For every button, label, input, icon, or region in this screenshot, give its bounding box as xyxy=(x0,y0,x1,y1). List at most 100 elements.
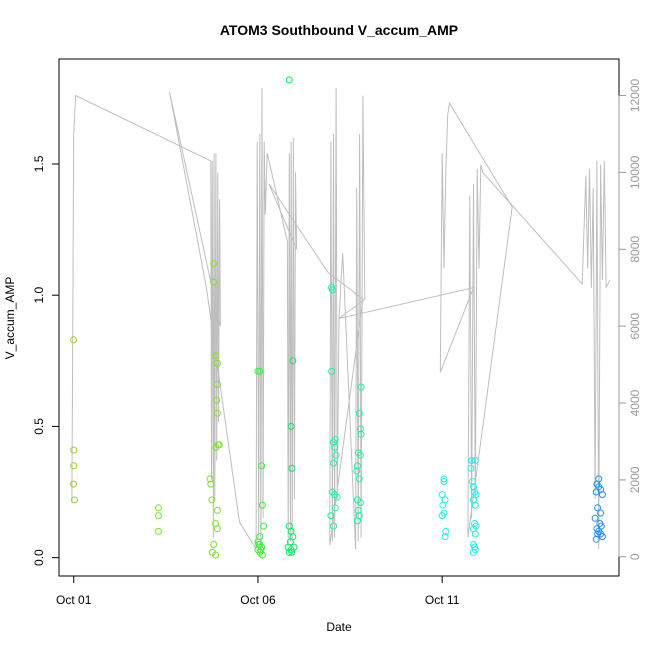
data-point xyxy=(70,480,78,488)
secondary-series-line xyxy=(71,87,611,551)
data-point xyxy=(288,464,296,472)
data-point xyxy=(471,501,479,509)
data-point xyxy=(438,512,446,520)
data-point xyxy=(598,491,606,499)
data-point xyxy=(331,504,339,512)
data-point xyxy=(70,462,78,470)
secondary-y-tick-label: 8000 xyxy=(628,236,642,263)
secondary-y-axis: 0 2000 4000 6000 8000 10000 12000 xyxy=(618,79,642,560)
data-point xyxy=(353,517,361,525)
data-point xyxy=(254,367,262,375)
data-point xyxy=(471,457,479,464)
y-tick-label: 1.0 xyxy=(32,287,46,304)
x-tick-label: Oct 11 xyxy=(425,593,460,607)
data-point xyxy=(330,522,337,530)
data-point xyxy=(213,525,221,533)
data-point xyxy=(332,451,340,459)
data-point xyxy=(333,493,341,501)
data-point xyxy=(155,512,162,520)
data-point xyxy=(258,462,266,470)
data-point xyxy=(356,425,364,433)
data-point xyxy=(439,501,447,509)
secondary-y-tick-label: 0 xyxy=(628,553,642,560)
data-point xyxy=(353,462,361,470)
data-point xyxy=(285,548,293,556)
secondary-y-tick-label: 2000 xyxy=(628,466,642,493)
data-point xyxy=(208,496,216,504)
secondary-y-tick-label: 12000 xyxy=(628,79,642,113)
data-point xyxy=(440,475,448,483)
data-point xyxy=(441,533,449,541)
x-tick-label: Oct 01 xyxy=(56,593,92,607)
secondary-y-tick-label: 4000 xyxy=(628,389,642,416)
data-point xyxy=(328,367,336,375)
data-point xyxy=(71,496,78,504)
data-point xyxy=(213,359,221,367)
data-point xyxy=(355,409,363,417)
x-axis: Oct 01 Oct 06 Oct 11 xyxy=(56,575,460,607)
y-tick-label: 1.5 xyxy=(32,155,46,172)
x-axis-label: Date xyxy=(326,620,352,634)
secondary-y-tick-label: 6000 xyxy=(628,312,642,339)
data-point xyxy=(330,438,337,446)
data-point xyxy=(210,541,218,548)
y-tick-label: 0.5 xyxy=(32,418,46,435)
data-point xyxy=(597,509,605,517)
secondary-line-layer xyxy=(71,87,611,551)
data-point xyxy=(210,278,218,286)
data-point xyxy=(353,467,361,475)
y-tick-label: 0.0 xyxy=(32,549,46,566)
data-point xyxy=(592,535,600,543)
data-point xyxy=(155,527,162,535)
data-point xyxy=(207,480,215,488)
data-point xyxy=(594,504,602,512)
data-point xyxy=(357,430,365,438)
data-point xyxy=(70,446,78,454)
x-tick-label: Oct 06 xyxy=(240,593,276,607)
data-point xyxy=(213,380,221,388)
data-point xyxy=(212,551,220,559)
data-point xyxy=(471,530,479,538)
data-point xyxy=(256,367,264,375)
data-point xyxy=(212,352,220,360)
data-point xyxy=(258,501,266,509)
data-point xyxy=(213,396,221,404)
data-point xyxy=(470,548,477,556)
data-point xyxy=(210,260,218,268)
data-point xyxy=(206,475,214,483)
data-point xyxy=(592,488,600,496)
data-point xyxy=(288,548,296,556)
data-point xyxy=(331,443,339,451)
data-point xyxy=(213,506,221,514)
data-point xyxy=(213,409,221,417)
data-point xyxy=(471,543,479,551)
data-point xyxy=(467,464,475,472)
data-point xyxy=(155,504,162,512)
data-point xyxy=(356,451,364,459)
y-axis-label: V_accum_AMP xyxy=(3,277,17,360)
data-point xyxy=(285,76,293,84)
data-point xyxy=(354,506,362,514)
data-point xyxy=(468,478,476,485)
data-point xyxy=(330,459,337,467)
data-point xyxy=(355,475,363,483)
data-point xyxy=(260,522,267,530)
data-point xyxy=(440,478,448,485)
data-point xyxy=(468,457,476,464)
data-point xyxy=(438,491,446,499)
scatter-points-layer xyxy=(70,76,606,559)
data-point xyxy=(442,527,450,535)
data-point xyxy=(470,483,477,491)
chart-title: ATOM3 Southbound V_accum_AMP xyxy=(220,22,458,38)
data-point xyxy=(357,383,365,391)
data-point xyxy=(287,422,295,430)
data-point xyxy=(70,336,78,344)
data-point xyxy=(356,499,364,506)
data-point xyxy=(289,357,297,365)
y-axis: 0.0 0.5 1.0 1.5 xyxy=(32,155,60,566)
secondary-y-tick-label: 10000 xyxy=(628,155,642,189)
data-point xyxy=(215,441,223,449)
data-point xyxy=(328,286,336,294)
data-point xyxy=(598,533,606,541)
